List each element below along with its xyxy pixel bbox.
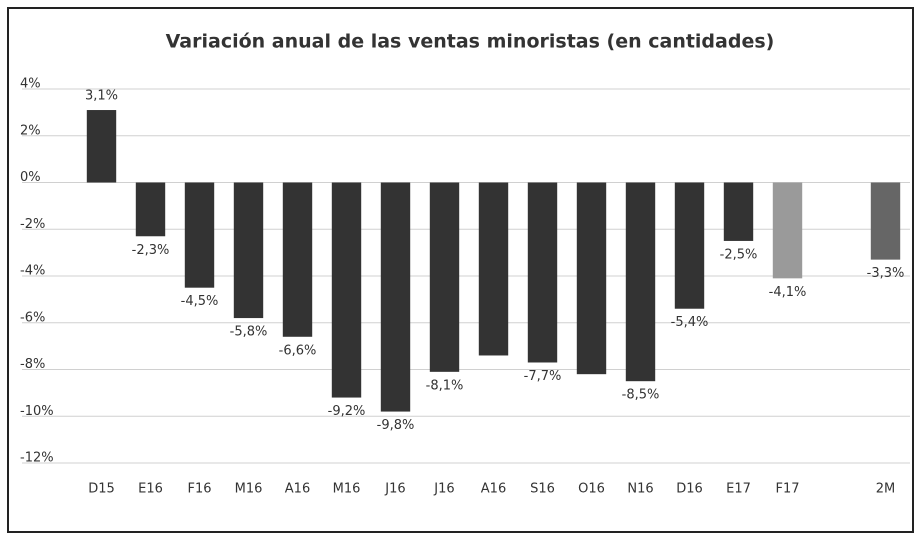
bar xyxy=(723,182,754,241)
chart-frame xyxy=(7,7,914,533)
bar xyxy=(380,182,411,412)
y-tick-label: -6% xyxy=(20,310,45,325)
value-label: -7,7% xyxy=(524,369,562,384)
bar xyxy=(625,182,656,382)
y-tick-label: -4% xyxy=(20,264,45,279)
value-label: -3,3% xyxy=(867,266,905,281)
bar xyxy=(233,182,264,319)
value-label: -5,8% xyxy=(230,325,268,340)
y-tick-label: -12% xyxy=(20,451,54,466)
y-tick-label: -8% xyxy=(20,357,45,372)
value-label: -8,1% xyxy=(426,378,464,393)
y-tick-label: -2% xyxy=(20,217,45,232)
x-tick-label: M16 xyxy=(235,482,263,497)
x-tick-label: D16 xyxy=(676,482,703,497)
y-tick-label: 4% xyxy=(20,77,41,92)
bar xyxy=(331,182,362,398)
x-tick-label: N16 xyxy=(627,482,653,497)
value-label: 3,1% xyxy=(85,89,118,104)
value-label: -8,5% xyxy=(622,388,660,403)
x-tick-label: O16 xyxy=(578,482,605,497)
bar xyxy=(184,182,215,288)
value-label: -6,6% xyxy=(279,343,317,358)
x-tick-label: M16 xyxy=(333,482,361,497)
value-label: -2,5% xyxy=(720,247,758,262)
bar xyxy=(429,182,460,372)
bar xyxy=(282,182,313,337)
value-label: -5,4% xyxy=(671,315,709,330)
x-tick-label: E17 xyxy=(726,482,751,497)
x-tick-label: J16 xyxy=(433,482,454,497)
y-tick-label: -10% xyxy=(20,404,54,419)
y-tick-label: 2% xyxy=(20,123,41,138)
value-label: -2,3% xyxy=(132,243,170,258)
bar xyxy=(478,182,509,356)
value-label: -4,5% xyxy=(181,294,219,309)
y-tick-label: 0% xyxy=(20,170,41,185)
x-tick-label: 2M xyxy=(876,482,896,497)
bar xyxy=(527,182,558,363)
x-tick-label: A16 xyxy=(481,482,506,497)
bar xyxy=(86,110,117,183)
x-tick-label: D15 xyxy=(88,482,115,497)
x-tick-label: S16 xyxy=(530,482,555,497)
x-tick-label: E16 xyxy=(138,482,163,497)
x-tick-label: F16 xyxy=(187,482,211,497)
bar xyxy=(870,182,901,260)
x-tick-label: J16 xyxy=(384,482,405,497)
bar xyxy=(772,182,803,279)
bar xyxy=(576,182,607,375)
bar xyxy=(674,182,705,309)
chart-title: Variación anual de las ventas minoristas… xyxy=(166,31,775,53)
x-tick-label: A16 xyxy=(285,482,310,497)
value-label: -4,1% xyxy=(769,285,807,300)
x-tick-label: F17 xyxy=(775,482,799,497)
value-label: -9,2% xyxy=(328,404,366,419)
bar xyxy=(135,182,166,237)
value-label: -9,8% xyxy=(377,418,415,433)
